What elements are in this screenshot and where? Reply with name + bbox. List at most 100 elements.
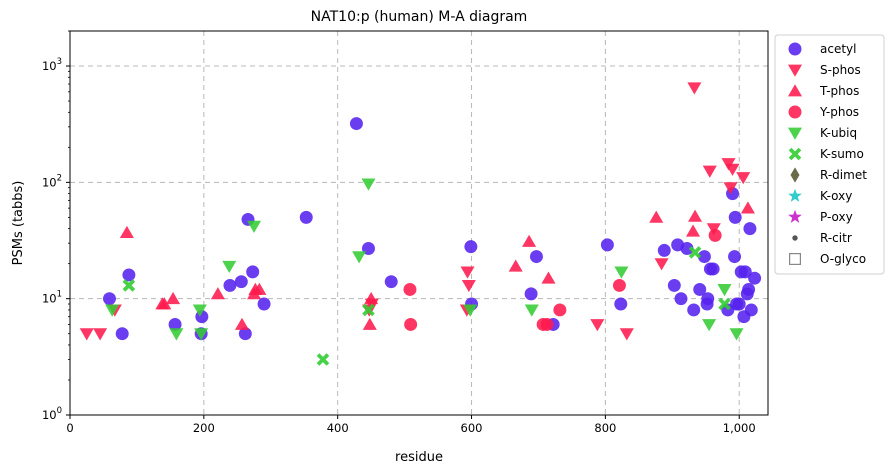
data-point <box>168 317 182 331</box>
data-point <box>688 209 703 222</box>
data-point <box>732 297 746 311</box>
data-point <box>122 268 136 282</box>
data-point <box>166 291 181 305</box>
data-point <box>590 319 605 332</box>
series-T-phos <box>119 201 755 330</box>
data-point <box>742 282 756 296</box>
legend-marker <box>790 167 800 183</box>
legend-entry: T-phos <box>787 84 859 98</box>
data-point <box>246 265 260 279</box>
legend-label: P-oxy <box>820 210 853 224</box>
y-tick-label: 100 <box>42 406 62 422</box>
data-point <box>157 297 172 310</box>
x-tick-label: 400 <box>327 421 349 435</box>
data-point <box>79 328 94 341</box>
data-point <box>524 287 538 301</box>
data-point <box>362 317 377 330</box>
data-point <box>619 328 634 341</box>
data-point <box>717 284 732 297</box>
x-axis: 0 200 400 600 800 1,000 <box>66 415 756 435</box>
data-point <box>654 258 669 271</box>
legend-entry: R-dimet <box>790 167 867 183</box>
data-point <box>743 222 757 236</box>
data-point <box>553 303 567 317</box>
legend-marker <box>792 235 798 241</box>
data-point <box>702 319 717 332</box>
data-point <box>119 225 134 238</box>
legend-marker <box>788 147 802 161</box>
legend-label: R-citr <box>820 231 852 245</box>
data-point <box>464 240 478 254</box>
legend-label: K-sumo <box>820 147 864 161</box>
data-point <box>729 328 744 341</box>
data-point <box>688 246 702 259</box>
data-point <box>738 265 752 279</box>
y-tick-exponent: 3 <box>57 57 62 67</box>
data-point <box>701 292 715 306</box>
data-point <box>384 275 398 289</box>
data-point <box>600 238 614 252</box>
legend-entry: Y-phos <box>788 105 859 119</box>
legend-marker <box>788 105 802 119</box>
y-tick-label: 102 <box>42 173 62 189</box>
data-point <box>674 292 688 306</box>
data-point <box>708 228 722 242</box>
data-point <box>686 224 701 237</box>
y-tick-base: 10 <box>42 175 57 189</box>
data-point <box>316 353 330 366</box>
data-point <box>403 282 417 296</box>
data-point <box>697 250 711 264</box>
data-point <box>541 271 556 284</box>
data-point <box>702 165 717 178</box>
data-point <box>740 201 755 214</box>
data-point <box>687 303 701 317</box>
x-tick-label: 200 <box>193 421 215 435</box>
data-point <box>744 303 758 317</box>
data-point <box>192 304 207 317</box>
y-axis-label: PSMs (tabbs) <box>11 181 26 266</box>
series-K-ubiq <box>105 178 744 341</box>
legend-marker <box>788 253 801 266</box>
legend-label: O-glyco <box>820 252 866 266</box>
data-point <box>361 178 376 191</box>
legend-label: K-ubiq <box>820 126 857 140</box>
data-point <box>718 297 731 311</box>
legend-marker <box>788 42 802 56</box>
data-point <box>352 251 367 264</box>
x-tick-label: 800 <box>594 421 616 435</box>
legend-marker <box>787 84 803 97</box>
data-point <box>728 250 742 264</box>
data-point <box>115 327 129 341</box>
data-point <box>687 82 702 95</box>
data-point <box>463 304 478 317</box>
plot-frame <box>69 30 769 416</box>
legend-entry: acetyl <box>788 42 856 56</box>
data-point <box>460 266 475 279</box>
data-point <box>234 317 250 330</box>
data-point <box>529 250 543 264</box>
legend-label: T-phos <box>819 84 859 98</box>
x-axis-label: residue <box>395 450 443 465</box>
legend-box <box>774 34 885 275</box>
series-K-sumo <box>122 246 731 366</box>
data-point <box>257 297 271 311</box>
data-point <box>222 260 237 273</box>
data-point <box>508 259 523 272</box>
data-point <box>404 317 418 331</box>
legend-marker <box>787 127 803 140</box>
x-tick-label: 0 <box>66 421 73 435</box>
data-point <box>210 287 225 300</box>
data-point <box>614 266 629 279</box>
series-S-phos <box>79 82 751 341</box>
data-point <box>364 291 379 305</box>
y-tick-exponent: 0 <box>57 406 62 416</box>
legend-entry: S-phos <box>787 63 861 77</box>
y-tick-label: 103 <box>42 57 62 73</box>
data-point <box>680 242 694 255</box>
series-Y-phos <box>403 228 722 331</box>
data-point <box>649 210 664 223</box>
data-point <box>693 282 707 296</box>
legend-entry: K-sumo <box>788 147 864 161</box>
legend-marker <box>788 209 802 223</box>
data-point <box>252 282 267 295</box>
